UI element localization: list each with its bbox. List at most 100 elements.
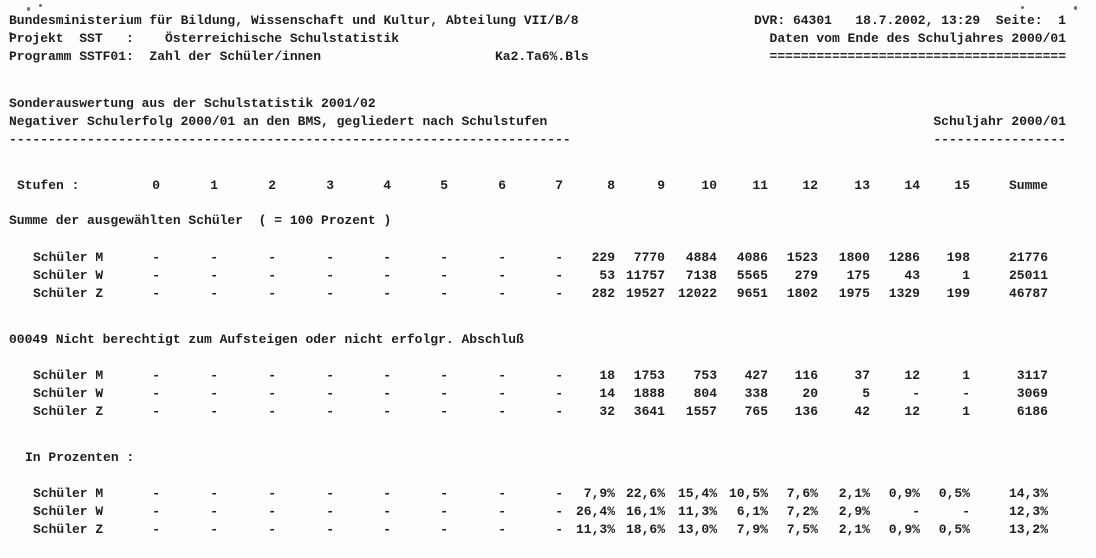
column-header: 10 [701,178,717,193]
value-cell: 18 [599,368,615,383]
value-cell: - [326,286,334,301]
value-cell: 4884 [685,250,717,265]
value-cell: 1286 [888,250,920,265]
column-header: 13 [854,178,870,193]
student-row: Schüler Z - - - - - - - - 282 19527 12022 9651 1802 19… [0,285,1048,303]
value-cell: - [440,268,448,283]
column-header: Summe [1008,178,1048,193]
value-cell: - [383,486,391,501]
student-row: Schüler M - - - - - - - - 229 7770 4884 4086 1523 1800… [0,249,1048,267]
value-cell: 1523 [786,250,818,265]
section-heading: In Prozenten : [25,450,135,465]
row-label: Schüler M [33,486,104,501]
row-label: Schüler W [33,268,104,283]
row-label: Schüler M [33,368,104,383]
value-cell: 7770 [633,250,665,265]
value-cell: - [152,522,160,537]
value-cell: - [268,486,276,501]
value-cell: 7,6% [786,486,818,501]
report-title-line2: Negativer Schulerfolg 2000/01 an den BMS… [9,114,548,129]
value-cell: - [326,522,334,537]
value-cell: 7138 [685,268,717,283]
value-cell: 229 [591,250,615,265]
row-label: Schüler Z [33,522,104,537]
scan-artifact-dot [1074,6,1077,10]
value-cell: - [498,522,506,537]
value-cell: - [210,268,218,283]
value-cell: 14,3% [1008,486,1048,501]
value-cell: 26,4% [575,504,615,519]
dvr-date-page-line: DVR: 64301 18.7.2002, 13:29 Seite: 1 [753,13,1066,28]
column-header: 8 [607,178,615,193]
value-cell: - [210,386,218,401]
value-cell: 16,1% [625,504,665,519]
row-label: Schüler W [33,386,104,401]
value-cell: 1329 [888,286,920,301]
program-line: Programm SSTF01: Zahl der Schüler/innen [9,49,322,64]
value-cell: - [152,286,160,301]
value-cell: - [210,368,218,383]
column-header: 2 [268,178,276,193]
value-cell: - [498,386,506,401]
value-cell: 1888 [633,386,665,401]
value-cell: 2,1% [838,486,870,501]
value-cell: - [268,286,276,301]
value-cell: - [498,286,506,301]
student-row: Schüler M - - - - - - - - 7,9% 22,6% 15,4% 10,5% 7,6%… [0,485,1048,503]
value-cell: 19527 [625,286,665,301]
row-label: Schüler Z [33,286,104,301]
value-cell: 2,9% [838,504,870,519]
value-cell: - [555,504,563,519]
value-cell: 12 [904,404,920,419]
value-cell: 11,3% [575,522,615,537]
value-cell: 11757 [625,268,665,283]
value-cell: 37 [854,368,870,383]
value-cell: 13,0% [677,522,717,537]
value-cell: 3641 [633,404,665,419]
value-cell: - [326,504,334,519]
value-cell: - [383,368,391,383]
value-cell: - [268,250,276,265]
student-row: Schüler W - - - - - - - -26,4% 16,1% 11,3% 6,1% 7,2%… [0,503,1048,521]
value-cell: 198 [946,250,970,265]
student-row: Schüler W - - - - - - - - 14 1888 804 338 20 5 - - 3069 [0,385,1048,403]
column-header: 5 [440,178,448,193]
value-cell: - [912,504,920,519]
value-cell: - [962,386,970,401]
value-cell: 12,3% [1008,504,1048,519]
value-cell: 282 [591,286,615,301]
value-cell: - [440,250,448,265]
value-cell: 13,2% [1008,522,1048,537]
value-cell: 338 [744,386,768,401]
student-row: Schüler W - - - - - - - - 53 11757 7138 5565 279 175 43… [0,267,1048,285]
column-header: 12 [802,178,818,193]
value-cell: 25011 [1008,268,1048,283]
value-cell: 3069 [1016,386,1048,401]
value-cell: 5565 [736,268,768,283]
report-reference: Ka2.Ta6%.Bls [495,49,589,64]
value-cell: - [498,250,506,265]
value-cell: 7,9% [736,522,768,537]
value-cell: 18,6% [625,522,665,537]
title-underline: ----------------------------------------… [9,132,571,147]
value-cell: 1 [962,404,970,419]
value-cell: - [555,250,563,265]
value-cell: - [326,404,334,419]
value-cell: 0,5% [938,486,970,501]
value-cell: - [383,250,391,265]
column-header: 7 [555,178,563,193]
value-cell: - [498,268,506,283]
student-row: Schüler Z - - - - - - - -11,3% 18,6% 13,0% 7,9% 7,5%… [0,521,1048,539]
value-cell: 3117 [1016,368,1048,383]
value-cell: 1557 [685,404,717,419]
value-cell: 0,9% [888,486,920,501]
value-cell: - [210,522,218,537]
value-cell: - [268,522,276,537]
value-cell: - [210,250,218,265]
column-header: 15 [954,178,970,193]
value-cell: 199 [946,286,970,301]
value-cell: 15,4% [677,486,717,501]
value-cell: - [326,486,334,501]
value-cell: 10,5% [728,486,768,501]
